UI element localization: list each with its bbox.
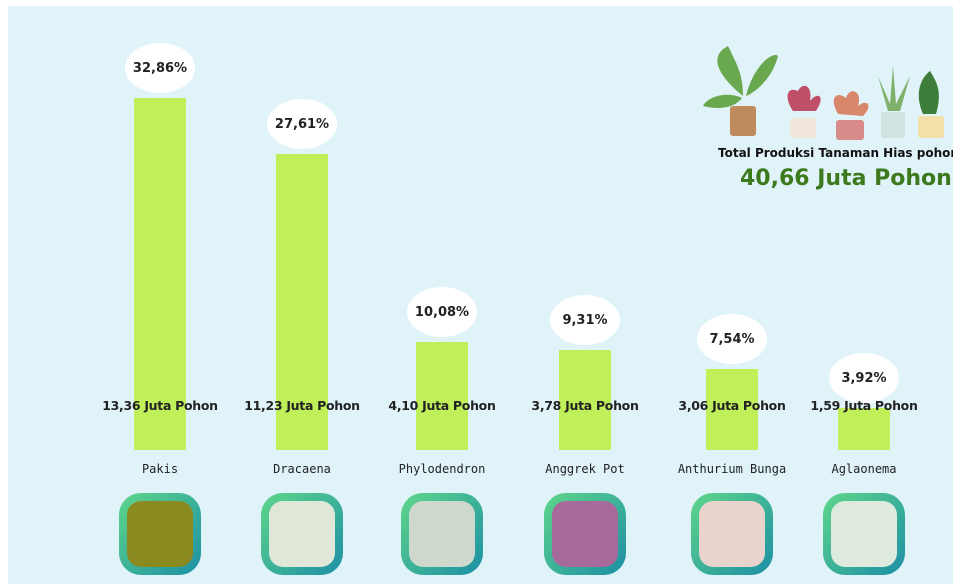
category-label: Aglaonema	[809, 464, 919, 475]
plant-photo	[119, 493, 201, 575]
photo-inner	[127, 501, 193, 567]
value-label: 10,08%	[407, 287, 477, 337]
value-label: 7,54%	[697, 314, 767, 364]
plant-photo	[691, 493, 773, 575]
photo-inner	[831, 501, 897, 567]
plant-photo	[261, 493, 343, 575]
total-value: 40,66 Juta Pohon	[740, 166, 952, 191]
category-label: Anggrek Pot	[530, 464, 640, 475]
bar	[838, 408, 890, 450]
amount-label: 3,06 Juta Pohon	[678, 398, 785, 413]
amount-label: 13,36 Juta Pohon	[102, 398, 218, 413]
value-label: 27,61%	[267, 99, 337, 149]
plant-photo	[823, 493, 905, 575]
amount-label: 11,23 Juta Pohon	[244, 398, 360, 413]
infographic: Total Produksi Tanaman Hias pohon 40,66 …	[8, 6, 953, 584]
category-label: Pakis	[105, 464, 215, 475]
category-label: Dracaena	[247, 464, 357, 475]
photo-inner	[269, 501, 335, 567]
plant-photo	[401, 493, 483, 575]
bar	[416, 342, 468, 450]
photo-inner	[552, 501, 618, 567]
amount-label: 4,10 Juta Pohon	[388, 398, 495, 413]
photo-inner	[699, 501, 765, 567]
amount-label: 3,78 Juta Pohon	[531, 398, 638, 413]
category-label: Phylodendron	[387, 464, 497, 475]
photo-inner	[409, 501, 475, 567]
plants-illustration	[698, 36, 953, 141]
value-label: 3,92%	[829, 353, 899, 403]
category-label: Anthurium Bunga	[677, 464, 787, 475]
value-label: 9,31%	[550, 295, 620, 345]
value-label: 32,86%	[125, 43, 195, 93]
plant-photo	[544, 493, 626, 575]
total-label: Total Produksi Tanaman Hias pohon	[718, 146, 953, 160]
amount-label: 1,59 Juta Pohon	[810, 398, 917, 413]
